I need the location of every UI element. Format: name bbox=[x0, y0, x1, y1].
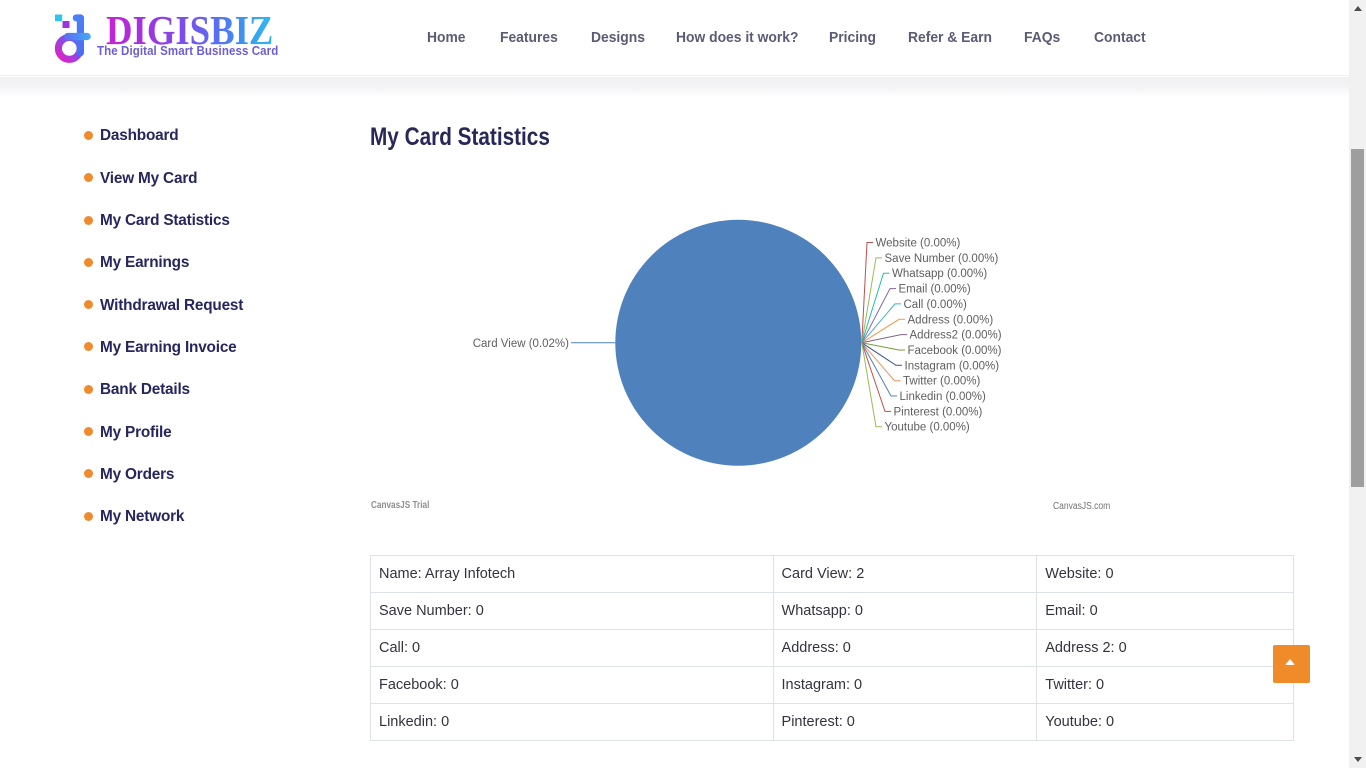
svg-text:Website (0.00%): Website (0.00%) bbox=[876, 238, 961, 250]
svg-text:Address (0.00%): Address (0.00%) bbox=[908, 314, 994, 326]
svg-text:Twitter (0.00%): Twitter (0.00%) bbox=[903, 376, 980, 388]
svg-text:Facebook (0.00%): Facebook (0.00%) bbox=[908, 345, 1002, 357]
svg-text:Linkedin (0.00%): Linkedin (0.00%) bbox=[900, 391, 986, 403]
svg-text:Email (0.00%): Email (0.00%) bbox=[899, 284, 971, 296]
svg-text:Youtube (0.00%): Youtube (0.00%) bbox=[885, 422, 970, 434]
svg-text:Whatsapp (0.00%): Whatsapp (0.00%) bbox=[892, 268, 987, 280]
svg-text:Save Number (0.00%): Save Number (0.00%) bbox=[885, 253, 999, 265]
svg-text:Instagram (0.00%): Instagram (0.00%) bbox=[905, 360, 1000, 372]
svg-text:Call (0.00%): Call (0.00%) bbox=[904, 299, 967, 311]
svg-text:Card View (0.02%): Card View (0.02%) bbox=[473, 338, 569, 350]
svg-text:Address2 (0.00%): Address2 (0.00%) bbox=[910, 330, 1002, 342]
svg-text:Pinterest (0.00%): Pinterest (0.00%) bbox=[894, 406, 983, 418]
